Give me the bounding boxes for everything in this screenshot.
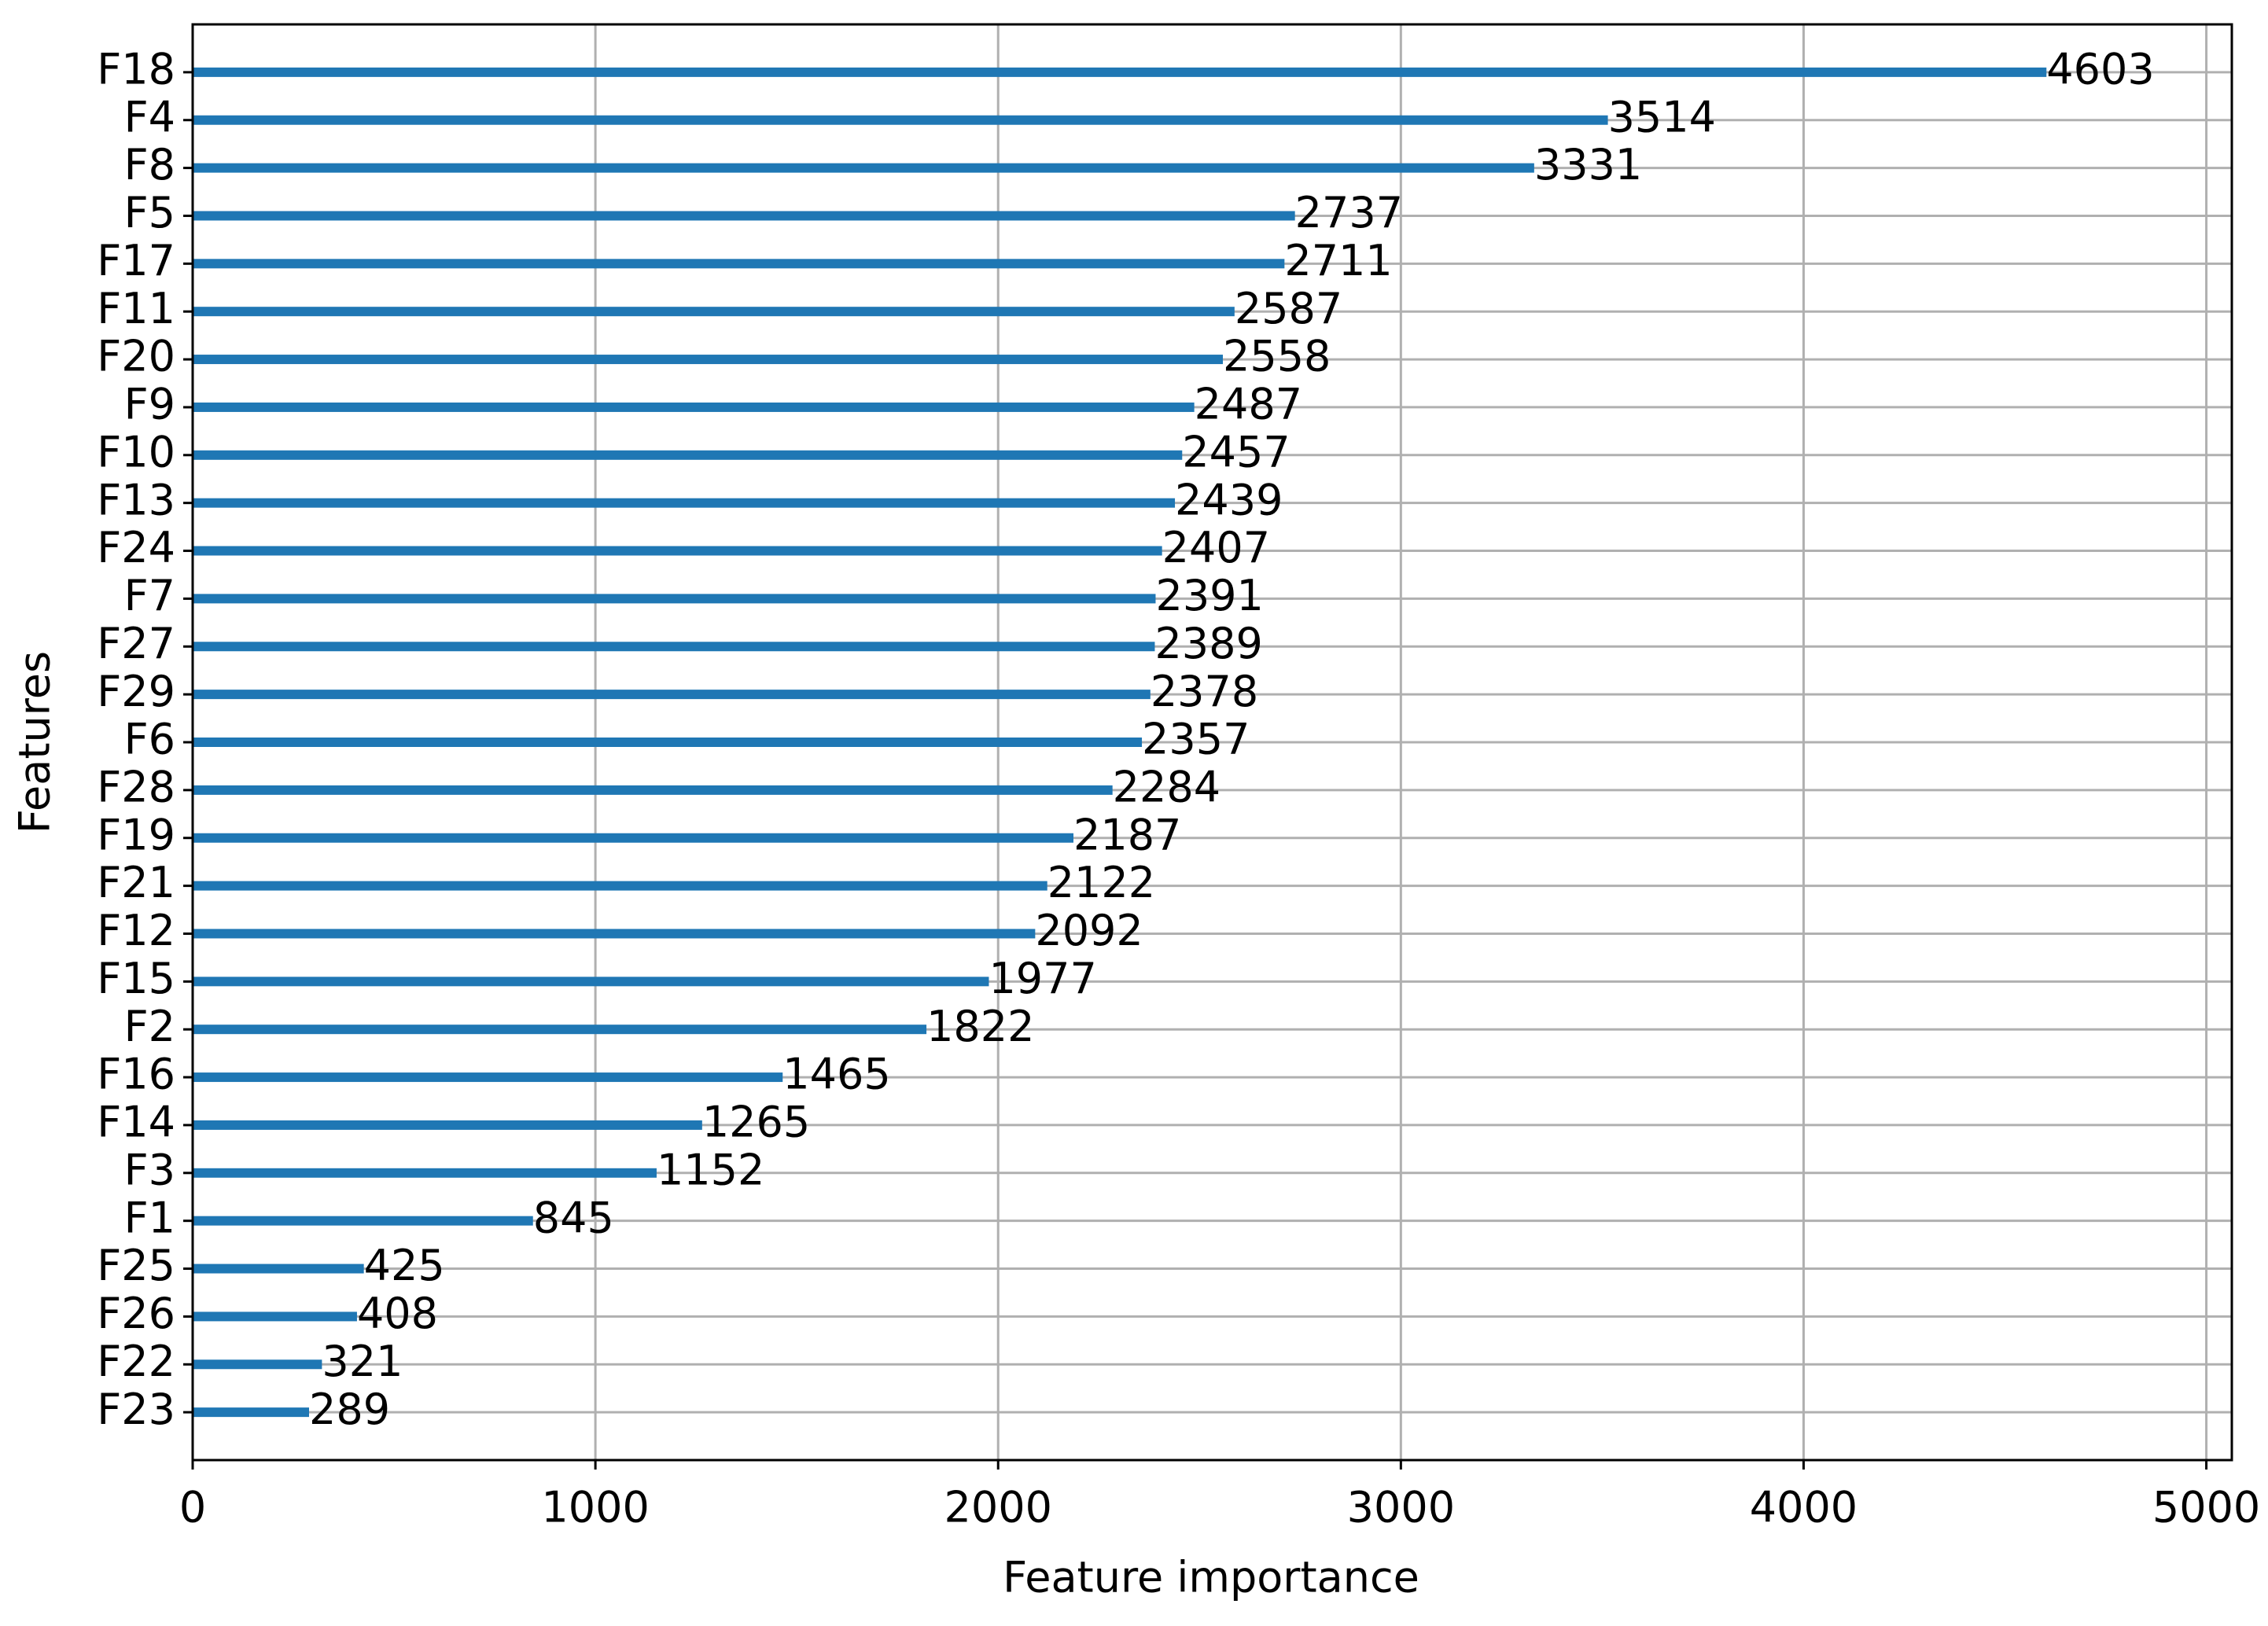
y-tick-label: F10 [97,427,175,476]
value-label: 2587 [1235,284,1342,333]
value-label: 2407 [1162,523,1270,572]
y-tick-label: F8 [124,140,175,189]
y-tick-label: F1 [124,1193,175,1242]
x-tick-label: 3000 [1347,1483,1455,1532]
value-label: 1465 [782,1050,890,1099]
bar [193,355,1223,365]
bar [193,115,1608,125]
x-tick-label: 0 [179,1483,206,1532]
y-tick-label: F23 [97,1385,175,1434]
value-label: 425 [364,1241,445,1290]
y-tick-label: F24 [97,523,175,572]
value-label: 289 [309,1385,390,1434]
y-tick-label: F12 [97,906,175,955]
bar [193,1025,927,1035]
y-tick-label: F25 [97,1241,175,1290]
value-label: 408 [357,1289,438,1338]
value-label: 321 [322,1337,403,1386]
value-label: 1152 [657,1145,764,1194]
value-label: 2711 [1284,236,1392,285]
value-label: 4603 [2046,45,2154,94]
y-tick-label: F15 [97,954,175,1003]
y-axis-label: Features [10,651,60,833]
y-tick-label: F28 [97,763,175,812]
bar [193,402,1195,412]
y-tick-label: F22 [97,1337,175,1386]
bar [193,833,1073,843]
plot-frame [191,23,2233,1462]
bar [193,259,1285,269]
bar [193,1216,533,1226]
bar [193,67,2047,77]
bar [193,1264,364,1274]
x-tick-label: 1000 [541,1483,649,1532]
bar [193,1359,322,1370]
value-label: 3514 [1608,92,1716,142]
y-tick-label: F13 [97,475,175,524]
x-tick-label: 5000 [2152,1483,2260,1532]
y-tick-label: F9 [124,380,175,429]
bar [193,211,1295,221]
bar [193,307,1235,317]
value-label: 1977 [989,954,1096,1003]
y-tick-label: F14 [97,1098,175,1147]
bar [193,690,1151,700]
y-tick-label: F5 [124,188,175,237]
value-label: 1822 [926,1002,1034,1051]
value-label: 2389 [1154,619,1262,668]
x-tick-label: 4000 [1750,1483,1857,1532]
y-tick-label: F18 [97,45,175,94]
bar [193,881,1047,891]
bar [193,1407,310,1418]
value-label: 2187 [1073,810,1181,859]
value-label: 1265 [702,1098,810,1147]
y-tick-label: F29 [97,667,175,716]
value-label: 2357 [1142,715,1250,764]
value-label: 3331 [1534,140,1642,189]
value-label: 2737 [1295,188,1403,237]
bar [193,785,1113,795]
y-tick-label: F11 [97,284,175,333]
bar [193,1311,357,1322]
value-label: 2284 [1113,763,1221,812]
bar [193,450,1183,460]
y-tick-label: F2 [124,1002,175,1051]
bar [193,642,1155,652]
bar [193,163,1534,173]
y-tick-label: F16 [97,1050,175,1099]
value-label: 2391 [1155,571,1263,620]
value-label: 2092 [1035,906,1143,955]
bar [193,1168,657,1178]
y-tick-label: F7 [124,571,175,620]
value-label: 2122 [1047,858,1155,907]
y-tick-label: F26 [97,1289,175,1338]
x-axis-label: Feature importance [1003,1553,1419,1602]
bar [193,498,1176,508]
bar [193,977,989,987]
value-label: 845 [533,1193,614,1242]
bar [193,1072,783,1083]
y-tick-label: F19 [97,810,175,859]
y-tick-label: F4 [124,92,175,142]
y-tick-label: F21 [97,858,175,907]
bar [193,1120,702,1130]
value-label: 2487 [1195,380,1302,429]
bar [193,929,1036,939]
y-tick-label: F6 [124,715,175,764]
bar [193,546,1162,556]
x-tick-label: 2000 [944,1483,1052,1532]
value-label: 2378 [1151,667,1258,716]
y-tick-label: F3 [124,1145,175,1194]
y-tick-label: F27 [97,619,175,668]
bar [193,594,1156,604]
y-tick-label: F17 [97,236,175,285]
value-label: 2439 [1175,475,1283,524]
value-label: 2558 [1223,332,1331,381]
value-label: 2457 [1182,427,1290,476]
bar [193,738,1143,747]
y-tick-label: F20 [97,332,175,381]
